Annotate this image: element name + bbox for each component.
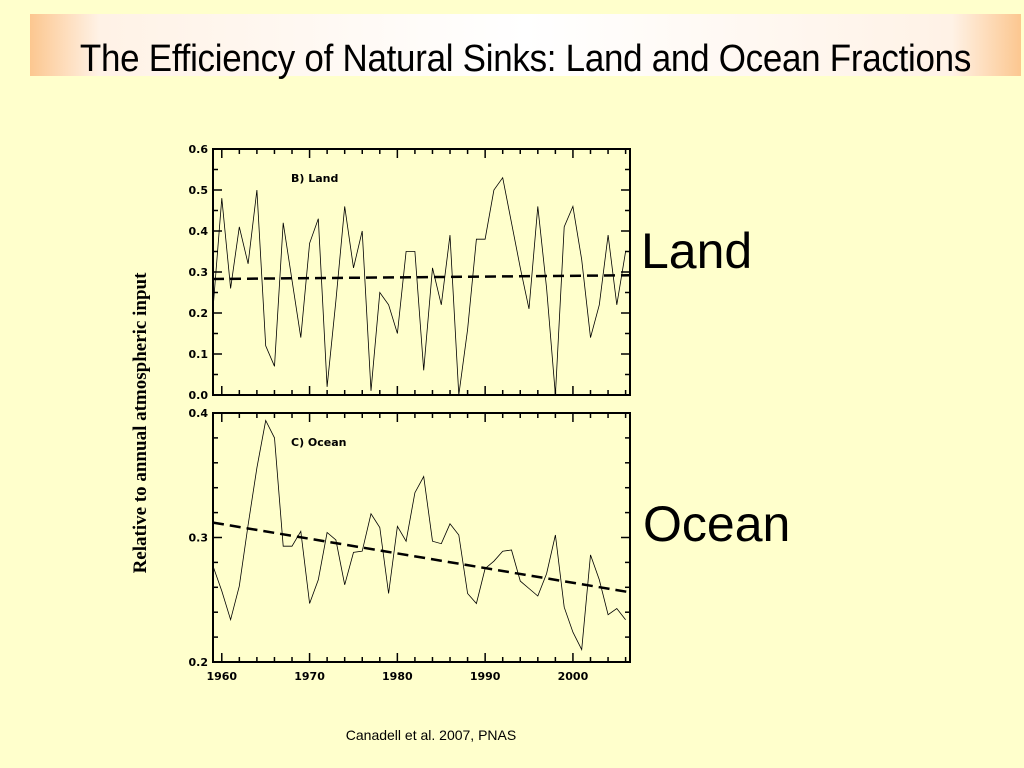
x-tick-label: 2000 — [558, 670, 589, 683]
y-tick-label: 0.5 — [189, 184, 209, 197]
y-tick-label: 0.4 — [189, 407, 209, 420]
land-trend-line — [212, 274, 631, 281]
ocean-trend-line — [212, 521, 631, 594]
land-label: Land — [641, 223, 753, 279]
x-tick-label: 1980 — [382, 670, 413, 683]
y-tick-label: 0.3 — [189, 532, 209, 545]
ocean-panel: 0.2 0.3 0.4 1960 1970 1980 1990 2000 C) Ocean — [189, 407, 631, 683]
land-data-line — [212, 176, 626, 396]
ocean-data-line — [212, 419, 626, 652]
y-tick-label: 0.4 — [189, 225, 209, 238]
y-tick-label: 0.3 — [189, 266, 209, 279]
ocean-label: Ocean — [643, 496, 791, 552]
land-panel-label: B) Land — [291, 172, 338, 185]
x-tick-label: 1990 — [470, 670, 501, 683]
land-frame — [212, 148, 631, 396]
slide-title: The Efficiency of Natural Sinks: Land an… — [79, 38, 972, 80]
y-tick-label: 0.2 — [189, 656, 209, 669]
y-tick-label: 0.1 — [189, 348, 209, 361]
ocean-panel-label: C) Ocean — [291, 436, 347, 449]
y-tick-label: 0.0 — [189, 389, 209, 402]
y-tick-label: 0.6 — [189, 143, 209, 156]
x-tick-label: 1970 — [294, 670, 325, 683]
land-panel: 0.0 0.1 0.2 0.3 0.4 0.5 0.6 B) Land — [189, 143, 631, 402]
title-banner: The Efficiency of Natural Sinks: Land an… — [30, 14, 1021, 80]
y-tick-label: 0.2 — [189, 307, 209, 320]
citation: Canadell et al. 2007, PNAS — [345, 727, 517, 743]
x-tick-label: 1960 — [206, 670, 237, 683]
